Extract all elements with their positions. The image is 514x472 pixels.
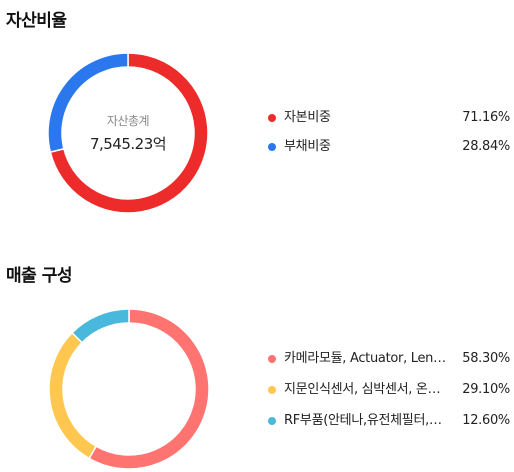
revenue-composition-donut <box>48 308 210 470</box>
asset-ratio-donut <box>47 52 209 214</box>
donut-slice-1-1 <box>48 331 98 460</box>
revenue-composition-legend: 카메라모듈, Actuator, Len… 58.30% 지문인식센서, 심박센서,… <box>268 349 512 442</box>
legend-item: RF부품(안테나,유전체필터,… 12.60% <box>268 411 512 431</box>
donut-slice-1-2 <box>71 308 130 344</box>
donut-slice-1-0 <box>88 308 210 470</box>
legend-value: 12.60% <box>462 413 510 428</box>
legend-label: 자본비중 <box>284 110 331 125</box>
donut-center-label: 자산총계 7,545.23억 <box>48 112 208 154</box>
legend-item: 카메라모듈, Actuator, Len… 58.30% <box>268 349 512 369</box>
revenue-composition-title: 매출 구성 <box>6 266 72 286</box>
legend-item: 부채비중 28.84% <box>268 137 512 157</box>
legend-value: 28.84% <box>462 139 510 154</box>
legend-dot-icon <box>268 355 276 363</box>
asset-ratio-legend: 자본비중 71.16% 부채비중 28.84% <box>268 108 512 166</box>
legend-dot-icon <box>268 114 276 122</box>
legend-dot-icon <box>268 417 276 425</box>
legend-label: 부채비중 <box>284 139 331 154</box>
total-assets-value: 7,545.23억 <box>89 135 167 153</box>
asset-ratio-title: 자산비율 <box>6 11 67 31</box>
legend-label: RF부품(안테나,유전체필터,… <box>284 413 442 428</box>
legend-label: 지문인식센서, 심박센서, 온… <box>284 382 441 397</box>
donut-slice-0-1 <box>47 52 129 154</box>
legend-label: 카메라모듈, Actuator, Len… <box>284 351 446 366</box>
legend-value: 29.10% <box>462 382 510 397</box>
legend-item: 자본비중 71.16% <box>268 108 512 128</box>
legend-dot-icon <box>268 143 276 151</box>
legend-value: 71.16% <box>462 110 510 125</box>
total-assets-label: 자산총계 <box>106 114 150 128</box>
legend-value: 58.30% <box>462 351 510 366</box>
legend-item: 지문인식센서, 심박센서, 온… 29.10% <box>268 380 512 400</box>
legend-dot-icon <box>268 386 276 394</box>
